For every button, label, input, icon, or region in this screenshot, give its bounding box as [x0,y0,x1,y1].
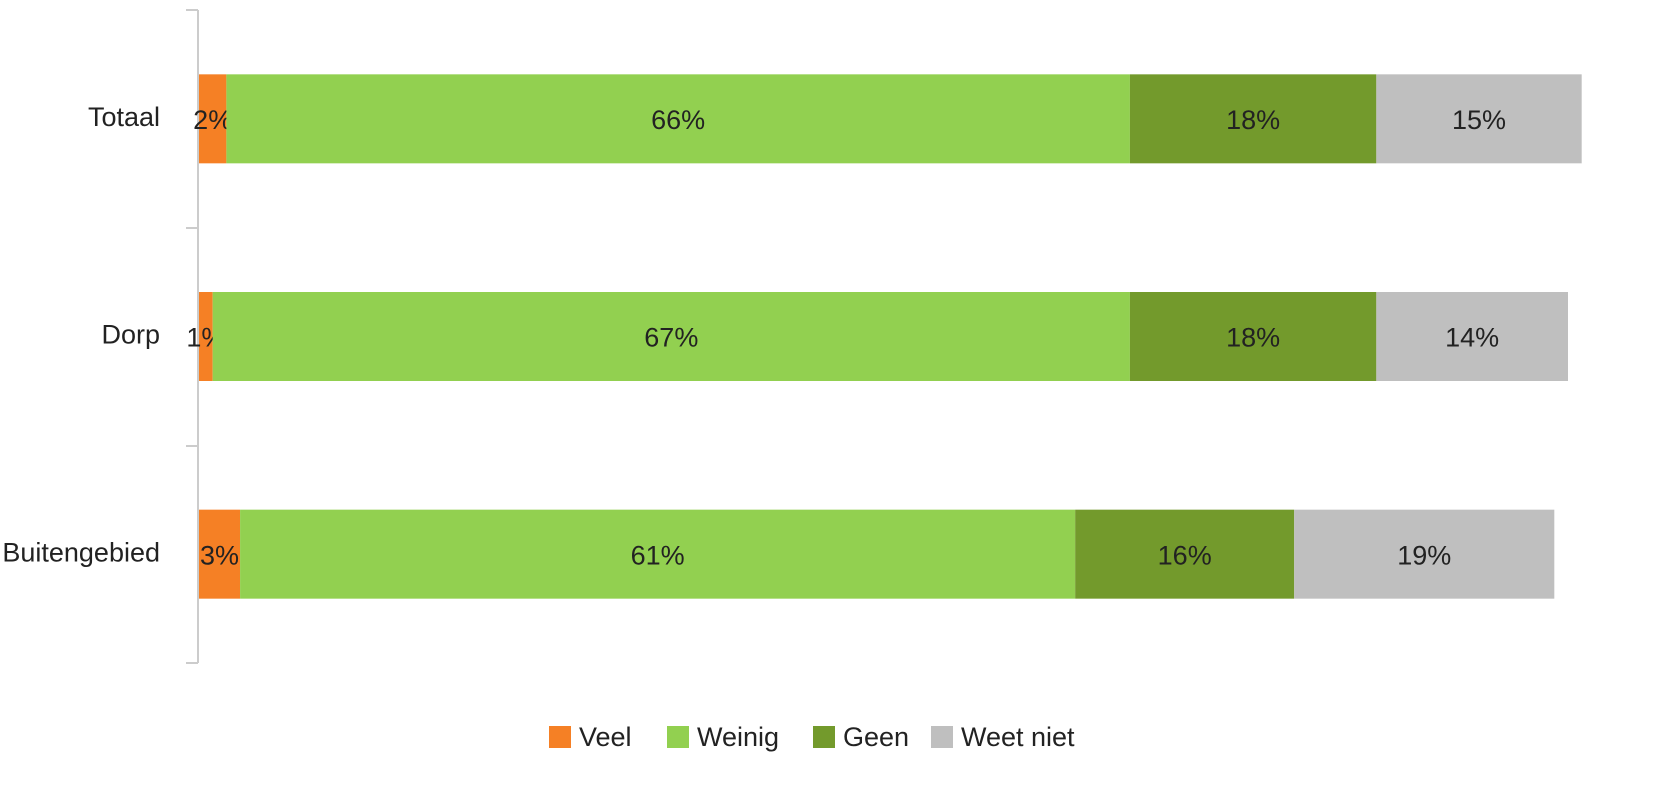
data-label: 66% [651,105,705,135]
data-label: 3% [200,540,239,570]
bar-segment [199,74,227,164]
bar-segment [1376,74,1582,164]
legend-swatch [549,726,571,748]
bar-segment [212,292,1130,381]
bar-segment [1129,292,1377,381]
legend-label: Veel [579,722,632,752]
data-label: 16% [1158,540,1212,570]
data-label: 19% [1397,540,1451,570]
legend-label: Geen [843,722,909,752]
bar-segment [199,292,213,381]
bar-segment [240,509,1076,599]
data-label: 18% [1226,323,1280,353]
legend-label: Weet niet [961,722,1075,752]
data-label: 18% [1226,105,1280,135]
bar-segment [1294,509,1555,599]
data-label: 14% [1445,323,1499,353]
bar-segment [1376,292,1568,381]
y-tick-label: Buitengebied [2,537,160,567]
data-label: 15% [1452,105,1506,135]
data-label: 61% [631,540,685,570]
bar-segment [226,74,1130,164]
bar-segment [1129,74,1377,164]
legend-swatch [931,726,953,748]
y-tick-label: Totaal [88,102,160,132]
y-tick-label: Dorp [101,320,160,350]
legend-swatch [813,726,835,748]
axis-ticks [186,9,198,664]
bar-segment [1075,509,1295,599]
legend-swatch [667,726,689,748]
legend-label: Weinig [697,722,779,752]
data-label: 67% [644,323,698,353]
bar-segment [199,509,241,599]
data-label: 2% [193,105,232,135]
